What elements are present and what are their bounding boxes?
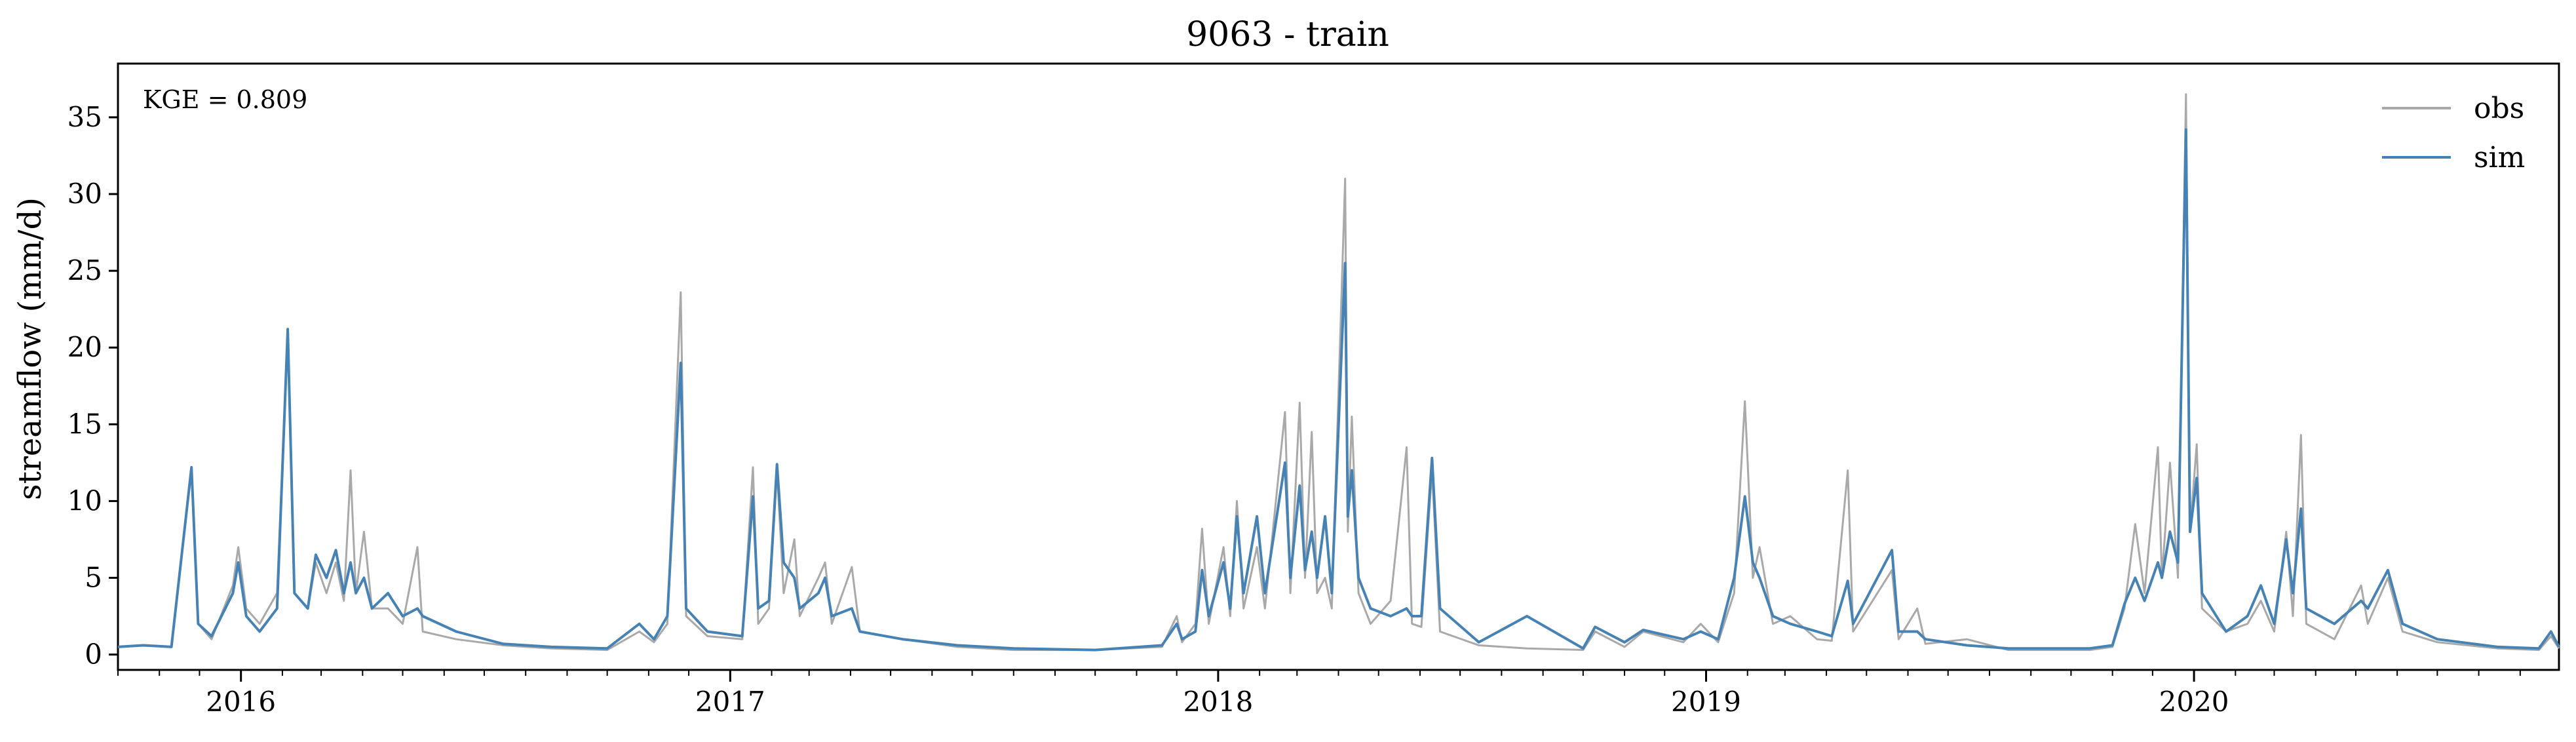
x-tick-label: 2016 xyxy=(206,686,276,718)
series-line-obs xyxy=(117,93,2560,652)
series-layer xyxy=(117,93,2560,652)
y-tick-label: 35 xyxy=(67,101,102,133)
y-tick-label: 10 xyxy=(67,484,102,517)
y-tick-label: 20 xyxy=(67,331,102,363)
y-tick-label: 30 xyxy=(67,178,102,210)
kge-annotation: KGE = 0.809 xyxy=(143,85,307,114)
series-line-sim xyxy=(117,128,2560,652)
y-tick-label: 0 xyxy=(85,638,102,671)
plot-area: 0 5 10 15 20 25 30 35 2016 2017 2018 2019 2020 xyxy=(67,62,2560,718)
x-axis: 2016 2017 2018 2019 2020 xyxy=(117,670,2521,718)
x-tick-label: 2020 xyxy=(2159,686,2229,718)
x-tick-label: 2017 xyxy=(695,686,765,718)
legend-obs-label: obs xyxy=(2474,92,2524,125)
y-axis-label: streamflow (mm/d) xyxy=(12,197,48,500)
chart-title: 9063 - train xyxy=(1186,15,1389,54)
y-tick-label: 15 xyxy=(67,408,102,440)
legend: obs sim xyxy=(2382,92,2525,174)
y-tick-label: 25 xyxy=(67,254,102,286)
y-tick-label: 5 xyxy=(85,561,102,593)
legend-sim-label: sim xyxy=(2474,141,2525,174)
y-axis: 0 5 10 15 20 25 30 35 xyxy=(67,101,118,671)
x-tick-label: 2018 xyxy=(1183,686,1253,718)
x-tick-label: 2019 xyxy=(1671,686,1741,718)
